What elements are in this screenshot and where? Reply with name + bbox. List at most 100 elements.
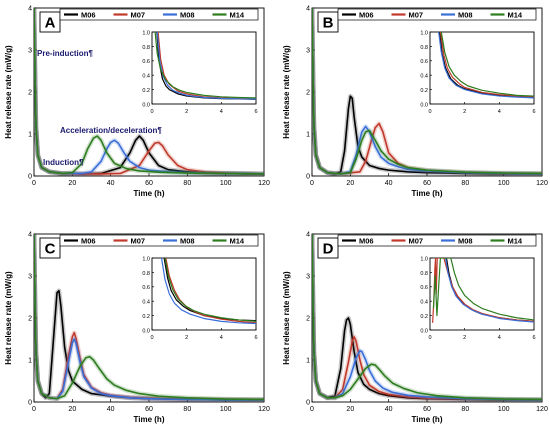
legend-label-m14: M14 xyxy=(230,10,245,19)
main-x-tick-label: 80 xyxy=(183,406,191,413)
inset-x-tick-label: 2 xyxy=(463,109,466,115)
main-x-tick-label: 0 xyxy=(32,406,36,413)
y-axis-label: Heat release rate (mW/g) xyxy=(282,45,291,139)
main-x-tick-label: 100 xyxy=(220,180,232,187)
main-x-tick-label: 40 xyxy=(107,406,115,413)
legend-label-m06: M06 xyxy=(81,10,96,19)
inset-series-m14 xyxy=(432,258,534,321)
inset-y-tick-label: 1.0 xyxy=(142,256,150,262)
panel-label: A xyxy=(45,15,56,32)
main-x-tick-label: 60 xyxy=(145,406,153,413)
main-y-tick-label: 1 xyxy=(306,357,310,364)
main-x-tick-label: 100 xyxy=(498,406,510,413)
legend-label-m08: M08 xyxy=(458,236,473,245)
main-x-tick-label: 40 xyxy=(385,406,393,413)
main-y-tick-label: 2 xyxy=(306,315,310,322)
legend-label-m06: M06 xyxy=(81,236,96,245)
inset-y-tick-label: 0.8 xyxy=(142,45,150,51)
main-y-tick-label: 0 xyxy=(306,399,310,406)
main-series-m14 xyxy=(312,8,542,175)
legend-box xyxy=(337,234,537,247)
legend-label-m14: M14 xyxy=(230,236,245,245)
main-x-tick-label: 20 xyxy=(68,180,76,187)
inset-y-tick-label: 0.4 xyxy=(142,74,150,80)
legend-label-m08: M08 xyxy=(180,236,195,245)
legend-label-m08: M08 xyxy=(180,10,195,19)
annotation: Acceleration/deceleration¶ xyxy=(60,126,162,135)
inset-y-tick-label: 1.0 xyxy=(420,30,428,36)
legend-box xyxy=(59,234,259,247)
x-axis-label: Time (h) xyxy=(412,415,443,424)
inset-x-tick-label: 2 xyxy=(463,335,466,341)
main-x-tick-label: 20 xyxy=(68,406,76,413)
y-axis-label: Heat release rate (mW/g) xyxy=(4,45,13,139)
inset-x-tick-label: 0 xyxy=(428,335,431,341)
main-series-m14 xyxy=(34,8,264,175)
main-x-tick-label: 40 xyxy=(385,180,393,187)
main-x-tick-label: 80 xyxy=(183,180,191,187)
panel-label-box xyxy=(39,11,61,33)
inset-y-tick-label: 0.2 xyxy=(142,88,150,94)
inset-y-tick-label: 0.4 xyxy=(142,300,150,306)
inset-series-m14 xyxy=(164,258,256,322)
inset-y-tick-label: 0.0 xyxy=(420,102,428,108)
inset-x-tick-label: 6 xyxy=(532,109,535,115)
panel-label: C xyxy=(45,241,56,258)
inset-y-tick-label: 0.0 xyxy=(420,328,428,334)
legend-label-m06: M06 xyxy=(359,236,374,245)
inset-series-m08 xyxy=(438,32,534,99)
inset-y-tick-label: 0.6 xyxy=(142,285,150,291)
inset-axes-frame xyxy=(151,31,257,105)
inset-x-tick-label: 6 xyxy=(532,335,535,341)
main-x-tick-label: 60 xyxy=(145,180,153,187)
main-x-tick-label: 60 xyxy=(423,406,431,413)
main-x-tick-label: 120 xyxy=(536,406,548,413)
inset-y-tick-label: 0.2 xyxy=(142,314,150,320)
inset-axes-frame xyxy=(429,257,535,331)
inset-chart: 0 2 4 6 0.0 0.2 0.4 0.6 0.8 1.0 xyxy=(142,256,257,341)
inset-y-tick-label: 0.6 xyxy=(420,285,428,291)
inset-x-tick-label: 6 xyxy=(254,109,257,115)
main-y-tick-label: 4 xyxy=(306,231,310,238)
inset-x-tick-label: 2 xyxy=(185,335,188,341)
inset-series-m08 xyxy=(160,258,256,325)
main-y-tick-label: 2 xyxy=(28,315,32,322)
main-y-tick-label: 0 xyxy=(28,173,32,180)
panel-label-box xyxy=(317,11,339,33)
panel-label: D xyxy=(323,241,334,258)
legend-label-m07: M07 xyxy=(131,10,146,19)
legend-label-m14: M14 xyxy=(508,236,523,245)
y-axis-label: Heat release rate (mW/g) xyxy=(282,271,291,365)
main-y-tick-label: 2 xyxy=(306,89,310,96)
inset-y-tick-label: 0.2 xyxy=(420,314,428,320)
panel-label-box xyxy=(39,237,61,259)
legend-box xyxy=(337,8,537,21)
inset-chart: 0 2 4 6 0.0 0.2 0.4 0.6 0.8 1.0 xyxy=(420,256,535,341)
inset-chart: 0 2 4 6 0.0 0.2 0.4 0.6 0.8 1.0 xyxy=(142,30,257,115)
inset-x-tick-label: 0 xyxy=(428,109,431,115)
main-y-tick-label: 4 xyxy=(306,5,310,12)
inset-x-tick-label: 4 xyxy=(220,109,223,115)
main-y-tick-label: 1 xyxy=(28,131,32,138)
inset-series-m14 xyxy=(154,32,256,99)
inset-chart: 0 2 4 6 0.0 0.2 0.4 0.6 0.8 1.0 xyxy=(420,30,535,115)
inset-x-tick-label: 4 xyxy=(220,335,223,341)
legend-box xyxy=(59,8,259,21)
x-axis-label: Time (h) xyxy=(134,415,165,424)
main-x-tick-label: 120 xyxy=(536,180,548,187)
inset-y-tick-label: 0.6 xyxy=(142,59,150,65)
main-x-tick-label: 60 xyxy=(423,180,431,187)
main-x-tick-label: 80 xyxy=(461,180,469,187)
main-x-tick-label: 0 xyxy=(310,406,314,413)
x-axis-label: Time (h) xyxy=(134,189,165,198)
inset-y-tick-label: 1.0 xyxy=(420,256,428,262)
main-y-tick-label: 4 xyxy=(28,5,32,12)
annotation: Pre-induction¶ xyxy=(37,49,94,58)
inset-x-tick-label: 0 xyxy=(150,335,153,341)
main-x-tick-label: 0 xyxy=(310,180,314,187)
legend-label-m06: M06 xyxy=(359,10,374,19)
inset-x-tick-label: 4 xyxy=(498,109,501,115)
inset-y-tick-label: 0.4 xyxy=(420,74,428,80)
